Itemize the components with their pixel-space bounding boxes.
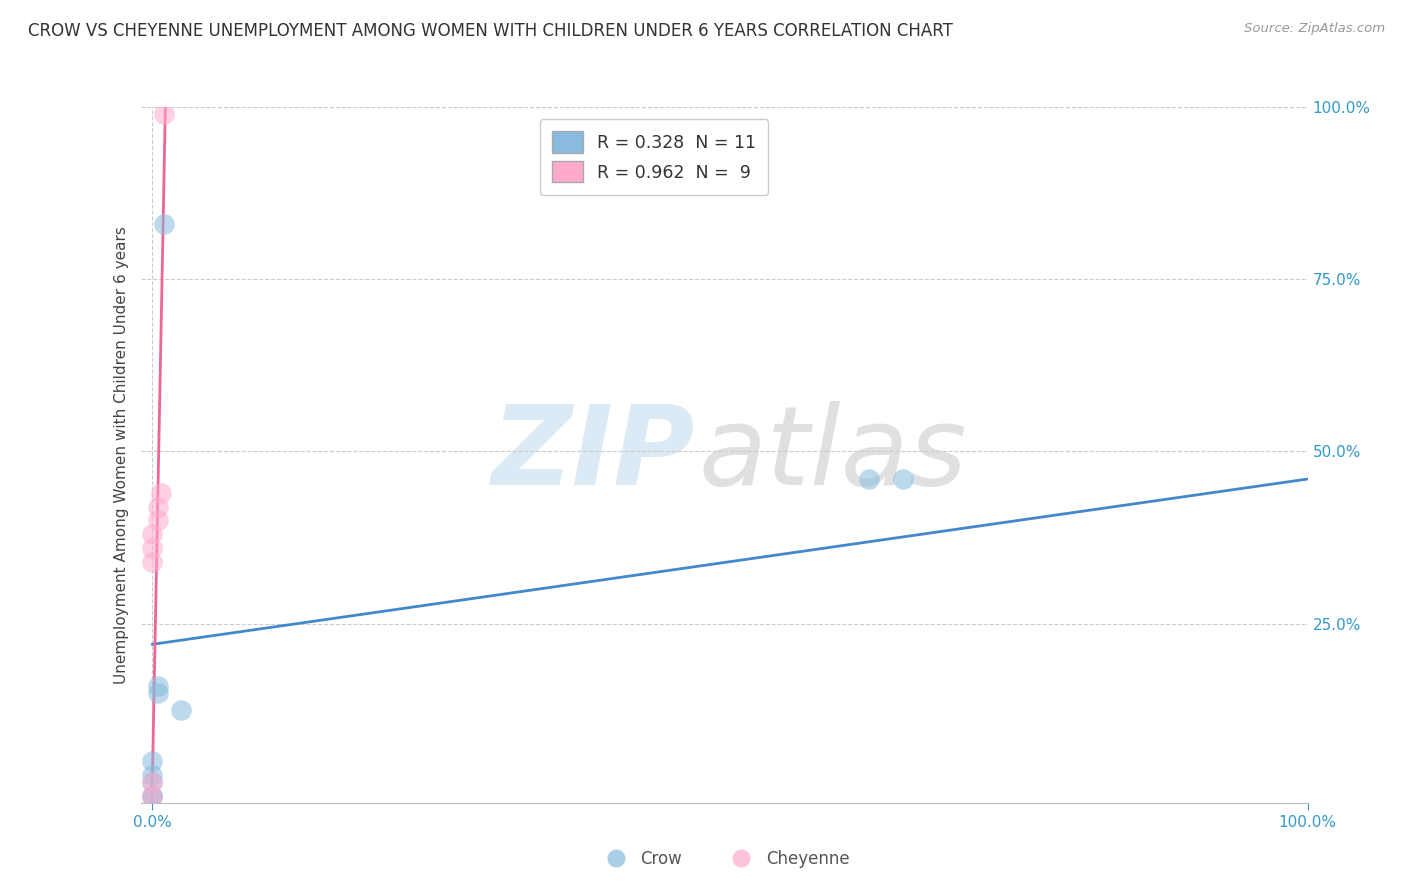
Point <box>152 217 174 231</box>
Point <box>141 555 163 569</box>
Text: ZIP: ZIP <box>492 401 695 508</box>
Text: Source: ZipAtlas.com: Source: ZipAtlas.com <box>1244 22 1385 36</box>
Point <box>170 703 193 717</box>
Point <box>141 789 163 803</box>
Point <box>146 513 169 527</box>
Y-axis label: Unemployment Among Women with Children Under 6 years: Unemployment Among Women with Children U… <box>114 226 129 684</box>
Point <box>146 500 169 514</box>
Point <box>146 679 169 693</box>
Point <box>141 755 163 769</box>
Point <box>141 527 163 541</box>
Text: CROW VS CHEYENNE UNEMPLOYMENT AMONG WOMEN WITH CHILDREN UNDER 6 YEARS CORRELATIO: CROW VS CHEYENNE UNEMPLOYMENT AMONG WOME… <box>28 22 953 40</box>
Point <box>141 541 163 555</box>
Point <box>146 685 169 699</box>
Point <box>152 107 174 121</box>
Point <box>141 775 163 789</box>
Point <box>141 789 163 803</box>
Point <box>141 775 163 789</box>
Text: atlas: atlas <box>699 401 967 508</box>
Point <box>891 472 914 486</box>
Point <box>858 472 880 486</box>
Point <box>141 789 163 803</box>
Point <box>150 485 173 500</box>
Legend: Crow, Cheyenne: Crow, Cheyenne <box>592 843 856 874</box>
Point <box>141 768 163 782</box>
